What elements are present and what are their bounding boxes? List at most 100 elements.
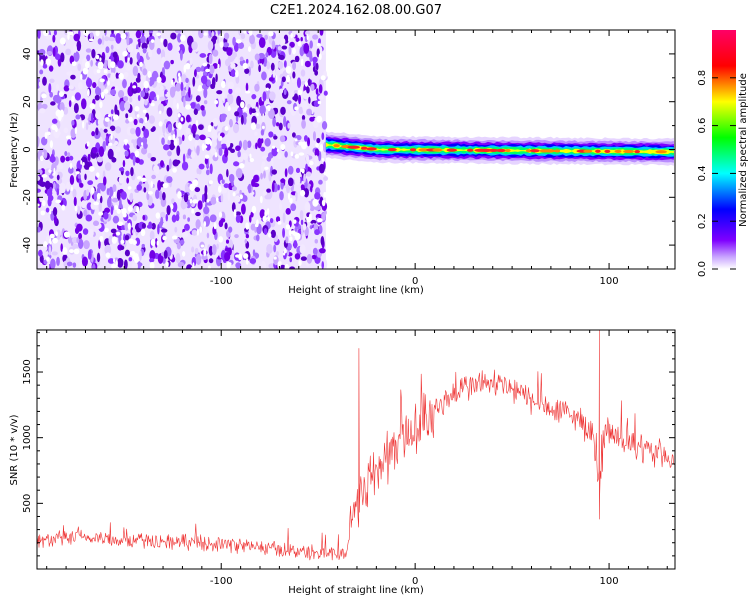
- noise-gap: [208, 180, 213, 185]
- noise-cell: [80, 98, 87, 110]
- noise-cell: [191, 229, 198, 236]
- noise-gap: [65, 135, 72, 140]
- noise-cell: [247, 183, 252, 194]
- noise-cell: [116, 258, 124, 268]
- noise-gap: [52, 237, 58, 244]
- noise-gap: [271, 145, 276, 149]
- noise-cell: [39, 69, 44, 75]
- noise-gap: [117, 221, 124, 227]
- noise-cell: [289, 41, 295, 48]
- noise-cell: [119, 198, 122, 208]
- noise-cell: [87, 249, 92, 260]
- noise-cell: [301, 114, 306, 121]
- noise-cell: [221, 179, 225, 184]
- noise-gap: [53, 167, 56, 176]
- noise-cell: [227, 93, 231, 99]
- noise-cell: [192, 76, 196, 87]
- noise-gap: [156, 76, 162, 83]
- noise-gap: [49, 209, 52, 215]
- noise-cell: [52, 193, 56, 203]
- noise-cell: [204, 202, 208, 213]
- noise-gap: [99, 78, 105, 83]
- noise-cell: [140, 35, 146, 44]
- noise-cell: [203, 100, 208, 105]
- noise-gap: [250, 122, 257, 131]
- noise-cell: [288, 45, 292, 56]
- noise-cell: [199, 134, 206, 141]
- noise-gap: [254, 223, 258, 228]
- noise-cell: [148, 115, 155, 124]
- noise-gap: [115, 231, 121, 236]
- noise-cell: [254, 53, 260, 61]
- noise-cell: [38, 249, 43, 257]
- noise-cell: [275, 216, 281, 223]
- noise-gap: [317, 100, 322, 105]
- noise-cell: [149, 258, 155, 263]
- noise-cell: [194, 134, 200, 141]
- noise-cell: [115, 43, 120, 50]
- noise-cell: [249, 258, 257, 264]
- signal-peak: [543, 149, 556, 153]
- noise-cell: [42, 64, 48, 69]
- noise-cell: [230, 62, 236, 69]
- noise-cell: [198, 30, 204, 39]
- noise-cell: [224, 147, 229, 158]
- noise-cell: [263, 228, 268, 235]
- noise-cell: [273, 135, 278, 140]
- noise-cell: [92, 146, 98, 154]
- noise-cell: [221, 90, 225, 102]
- noise-cell: [42, 76, 47, 86]
- noise-cell: [53, 182, 56, 190]
- noise-cell: [63, 127, 69, 134]
- noise-cell: [204, 126, 209, 134]
- noise-cell: [175, 214, 180, 222]
- noise-gap: [185, 62, 191, 70]
- noise-gap: [287, 192, 291, 200]
- noise-gap: [319, 144, 324, 152]
- noise-cell: [243, 115, 247, 125]
- noise-cell: [171, 201, 178, 213]
- noise-cell: [126, 177, 130, 184]
- y-tick-label: 40: [22, 48, 33, 61]
- noise-cell: [242, 139, 248, 151]
- noise-cell: [141, 243, 145, 248]
- noise-cell: [255, 123, 261, 129]
- noise-cell: [311, 254, 317, 260]
- noise-cell: [235, 214, 241, 223]
- signal-peak: [409, 148, 417, 152]
- noise-cell: [53, 127, 60, 139]
- noise-cell: [130, 166, 134, 177]
- noise-cell: [46, 50, 53, 56]
- noise-cell: [194, 247, 199, 255]
- noise-cell: [65, 156, 71, 162]
- noise-cell: [160, 216, 164, 227]
- noise-cell: [224, 32, 230, 40]
- noise-gap: [316, 115, 323, 123]
- noise-cell: [159, 85, 164, 91]
- noise-gap: [37, 53, 40, 61]
- noise-cell: [105, 135, 109, 147]
- noise-cell: [43, 149, 48, 159]
- colorbar-tick-label: 0.4: [697, 165, 708, 181]
- x-tick-label: 0: [412, 276, 418, 287]
- noise-cell: [294, 226, 298, 232]
- noise-gap: [207, 265, 212, 269]
- noise-cell: [300, 225, 304, 236]
- noise-gap: [245, 90, 251, 94]
- noise-gap: [115, 30, 120, 34]
- noise-cell: [176, 242, 182, 250]
- noise-gap: [316, 43, 321, 47]
- noise-cell: [279, 88, 284, 94]
- noise-gap: [103, 69, 108, 74]
- noise-cell: [281, 76, 286, 83]
- noise-cell: [91, 48, 96, 59]
- noise-cell: [48, 245, 52, 256]
- noise-cell: [309, 185, 313, 193]
- noise-cell: [110, 44, 114, 50]
- noise-gap: [214, 152, 218, 158]
- noise-gap: [323, 191, 327, 198]
- noise-gap: [58, 91, 65, 97]
- noise-cell: [207, 223, 214, 233]
- noise-gap: [277, 221, 282, 225]
- noise-cell: [117, 60, 124, 69]
